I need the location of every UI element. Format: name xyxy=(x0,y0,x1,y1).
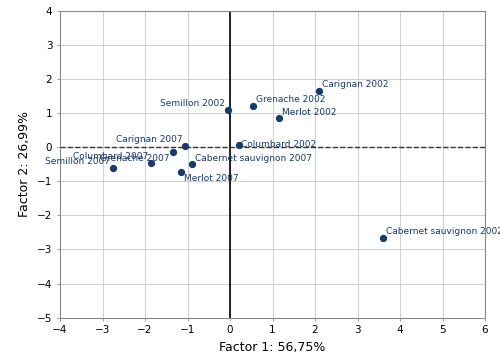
Point xyxy=(275,116,283,121)
Text: Merlot 2007: Merlot 2007 xyxy=(184,174,238,183)
Text: Merlot 2002: Merlot 2002 xyxy=(282,108,337,117)
Point xyxy=(188,161,196,167)
Point xyxy=(177,169,185,175)
Point xyxy=(168,149,176,155)
Y-axis label: Factor 2: 26,99%: Factor 2: 26,99% xyxy=(18,111,32,217)
Point xyxy=(316,88,324,94)
Point xyxy=(224,107,232,113)
Text: Grenache 2007: Grenache 2007 xyxy=(100,154,170,163)
Text: Columbard 2002: Columbard 2002 xyxy=(242,140,316,149)
X-axis label: Factor 1: 56,75%: Factor 1: 56,75% xyxy=(220,341,326,354)
Point xyxy=(148,160,156,165)
Text: Carignan 2007: Carignan 2007 xyxy=(116,135,182,144)
Text: Carignan 2002: Carignan 2002 xyxy=(322,80,388,89)
Point xyxy=(250,103,258,109)
Point xyxy=(379,235,387,240)
Text: Semillon 2007: Semillon 2007 xyxy=(45,157,110,166)
Text: Cabernet sauvignon 2007: Cabernet sauvignon 2007 xyxy=(194,153,312,162)
Point xyxy=(182,143,190,149)
Point xyxy=(234,142,242,148)
Text: Columbard 2007: Columbard 2007 xyxy=(73,152,148,161)
Text: Grenache 2002: Grenache 2002 xyxy=(256,95,326,104)
Text: Cabernet sauvignon 2002: Cabernet sauvignon 2002 xyxy=(386,227,500,236)
Text: Semillon 2002: Semillon 2002 xyxy=(160,99,225,108)
Point xyxy=(109,165,117,170)
